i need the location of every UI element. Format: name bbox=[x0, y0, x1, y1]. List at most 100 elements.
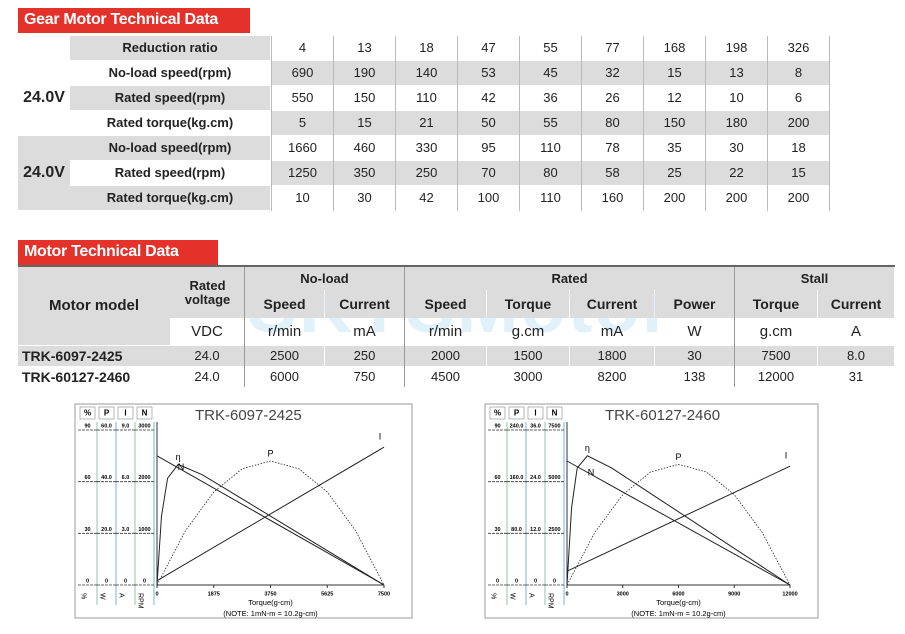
axis-tick-label: 24.0 bbox=[530, 475, 541, 481]
axis-tick-label: 90 bbox=[494, 423, 500, 429]
cell-border bbox=[244, 267, 245, 387]
unit-cell: r/min bbox=[428, 322, 463, 340]
value-cell: 326 bbox=[787, 40, 810, 56]
value-cell: 550 bbox=[291, 90, 314, 106]
axis-tick-label: 9.0 bbox=[122, 423, 130, 429]
column-header: Torque bbox=[735, 290, 817, 318]
value-cell: 13 bbox=[706, 61, 767, 85]
axis-tick-label: 3.0 bbox=[122, 527, 130, 533]
value-cell: 200 bbox=[663, 190, 686, 206]
curve bbox=[566, 463, 791, 586]
axis-tick-label: 7500 bbox=[548, 423, 560, 429]
curve bbox=[156, 460, 385, 586]
value-cell: 4 bbox=[298, 40, 307, 56]
value-cell: 2000 bbox=[405, 346, 486, 366]
value-cell: 140 bbox=[396, 61, 457, 85]
cell-border bbox=[705, 36, 706, 211]
value-cell: 78 bbox=[605, 140, 620, 156]
section-title: Motor Technical Data bbox=[18, 240, 218, 265]
value-cell: 12 bbox=[667, 90, 682, 106]
axis-tick-label: 80.0 bbox=[511, 527, 522, 533]
cell-border bbox=[404, 267, 405, 387]
unit-cell: g.cm bbox=[511, 322, 545, 340]
x-axis-label: Torque(g-cm) bbox=[248, 598, 293, 607]
axis-tick-label: 60.0 bbox=[101, 423, 112, 429]
cell-border bbox=[643, 36, 644, 211]
curve bbox=[156, 446, 385, 582]
cell-border bbox=[395, 36, 396, 211]
column-header: Current bbox=[325, 290, 404, 318]
axis-unit: W bbox=[99, 593, 106, 600]
axis-unit: % bbox=[80, 593, 87, 599]
axis-tick-label: 240.0 bbox=[510, 423, 524, 429]
table-border bbox=[18, 265, 895, 267]
value-cell: 330 bbox=[415, 140, 438, 156]
row-label: Reduction ratio bbox=[70, 36, 270, 60]
cell-border bbox=[519, 36, 520, 211]
axis-box bbox=[508, 406, 525, 420]
x-tick-label: 9000 bbox=[728, 591, 740, 597]
axis-tick-label: 0 bbox=[534, 578, 537, 584]
value-cell: 3000 bbox=[513, 369, 543, 385]
x-axis-label: Torque(g-cm) bbox=[656, 598, 701, 607]
x-tick-label: 3000 bbox=[617, 591, 629, 597]
axis-tick-label: 60 bbox=[84, 475, 90, 481]
value-cell: 50 bbox=[458, 111, 519, 135]
value-cell: 95 bbox=[481, 140, 496, 156]
model-cell: TRK-6097-2425 bbox=[18, 346, 170, 366]
axis-name: % bbox=[84, 409, 91, 418]
unit-cell: mA bbox=[353, 322, 376, 340]
value-cell: 12000 bbox=[757, 369, 795, 385]
value-cell: 70 bbox=[458, 161, 519, 185]
curve-label: I bbox=[785, 451, 788, 461]
row-label: No-load speed(rpm) bbox=[108, 65, 232, 81]
x-tick-label: 1875 bbox=[208, 591, 220, 597]
axis-tick-label: 2000 bbox=[138, 475, 150, 481]
value-cell: 24.0 bbox=[194, 369, 220, 385]
cell-border bbox=[734, 267, 735, 387]
x-tick-label: 5625 bbox=[321, 591, 333, 597]
value-cell: 2500 bbox=[245, 346, 324, 366]
unit-cell: A bbox=[850, 322, 861, 340]
value-cell: 42 bbox=[419, 190, 434, 206]
section-title: Gear Motor Technical Data bbox=[18, 8, 250, 33]
x-tick-label: 0 bbox=[155, 591, 158, 597]
value-cell: 31 bbox=[848, 369, 864, 385]
x-tick-label: 6000 bbox=[672, 591, 684, 597]
cell-border bbox=[767, 36, 768, 211]
axis-tick-label: 2500 bbox=[548, 527, 560, 533]
value-cell: 8.0 bbox=[818, 346, 894, 366]
value-cell: 100 bbox=[477, 190, 500, 206]
value-cell: 110 bbox=[416, 90, 437, 106]
value-cell: 110 bbox=[540, 140, 561, 156]
value-cell: 750 bbox=[353, 369, 376, 385]
value-cell: 150 bbox=[644, 111, 705, 135]
value-cell: 1250 bbox=[272, 161, 333, 185]
value-cell: 690 bbox=[272, 61, 333, 85]
group-header: Rated bbox=[405, 267, 734, 290]
value-cell: 18 bbox=[791, 140, 806, 156]
row-label: Rated speed(rpm) bbox=[70, 86, 270, 110]
cell-border bbox=[829, 36, 830, 211]
cell-border bbox=[333, 36, 334, 211]
value-cell: 110 bbox=[540, 190, 561, 206]
unit-cell: VDC bbox=[191, 322, 223, 340]
value-cell: 4500 bbox=[431, 369, 460, 385]
axis-box bbox=[489, 406, 506, 420]
value-cell: 80 bbox=[582, 111, 643, 135]
x-tick-label: 7500 bbox=[378, 591, 390, 597]
value-cell: 250 bbox=[396, 161, 457, 185]
chart-title: TRK-6097-2425 bbox=[195, 407, 302, 424]
value-cell: 36 bbox=[543, 90, 558, 106]
value-cell: 35 bbox=[667, 140, 682, 156]
axis-tick-label: 3000 bbox=[138, 423, 150, 429]
axis-tick-label: 0 bbox=[515, 578, 518, 584]
chart-title: TRK-60127-2460 bbox=[605, 407, 720, 424]
axis-unit: RPM bbox=[547, 593, 554, 609]
unit-cell: r/min bbox=[267, 322, 302, 340]
row-label: Rated torque(kg.cm) bbox=[70, 186, 270, 210]
axis-tick-label: 0 bbox=[496, 578, 499, 584]
axis-name: P bbox=[104, 409, 110, 418]
